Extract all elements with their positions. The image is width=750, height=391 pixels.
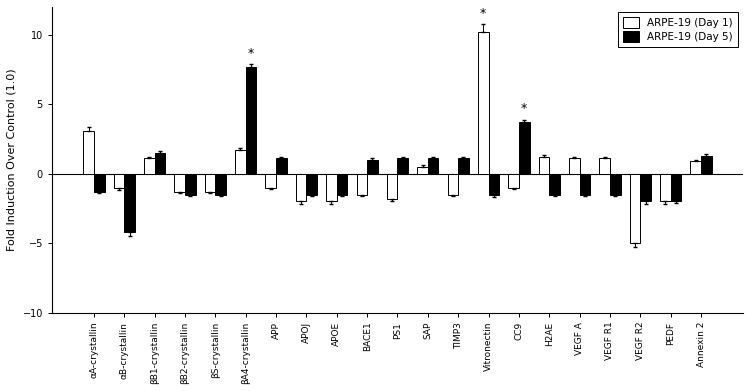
Bar — [175, 174, 185, 192]
Bar — [660, 174, 670, 201]
Bar — [538, 157, 549, 174]
Bar — [307, 174, 317, 195]
Text: *: * — [480, 7, 486, 20]
Bar — [569, 158, 580, 174]
Bar — [185, 174, 196, 195]
Bar — [580, 174, 590, 195]
Bar — [417, 167, 428, 174]
Bar — [326, 174, 337, 201]
Bar — [599, 158, 610, 174]
Bar — [610, 174, 620, 195]
Y-axis label: Fold Induction Over Control (1.0): Fold Induction Over Control (1.0) — [7, 68, 17, 251]
Bar — [124, 174, 135, 232]
Bar — [266, 174, 276, 188]
Bar — [94, 174, 104, 192]
Bar — [368, 160, 378, 174]
Bar — [640, 174, 651, 201]
Bar — [691, 161, 701, 174]
Text: *: * — [521, 102, 527, 115]
Bar — [296, 174, 307, 201]
Bar — [144, 158, 154, 174]
Text: *: * — [96, 187, 103, 200]
Bar — [114, 174, 125, 188]
Bar — [205, 174, 215, 192]
Bar — [478, 32, 488, 174]
Bar — [549, 174, 560, 195]
Bar — [83, 131, 94, 174]
Bar — [427, 158, 439, 174]
Bar — [519, 122, 530, 174]
Bar — [337, 174, 347, 195]
Bar — [398, 158, 408, 174]
Bar — [488, 174, 500, 195]
Legend: ARPE-19 (Day 1), ARPE-19 (Day 5): ARPE-19 (Day 1), ARPE-19 (Day 5) — [618, 12, 738, 47]
Bar — [235, 150, 246, 174]
Bar — [387, 174, 398, 199]
Bar — [701, 156, 712, 174]
Bar — [670, 174, 681, 201]
Bar — [246, 67, 256, 174]
Bar — [276, 158, 286, 174]
Bar — [215, 174, 226, 195]
Bar — [448, 174, 458, 195]
Bar — [458, 158, 469, 174]
Bar — [356, 174, 368, 195]
Bar — [154, 153, 165, 174]
Text: *: * — [248, 47, 254, 60]
Bar — [509, 174, 519, 188]
Bar — [630, 174, 640, 243]
